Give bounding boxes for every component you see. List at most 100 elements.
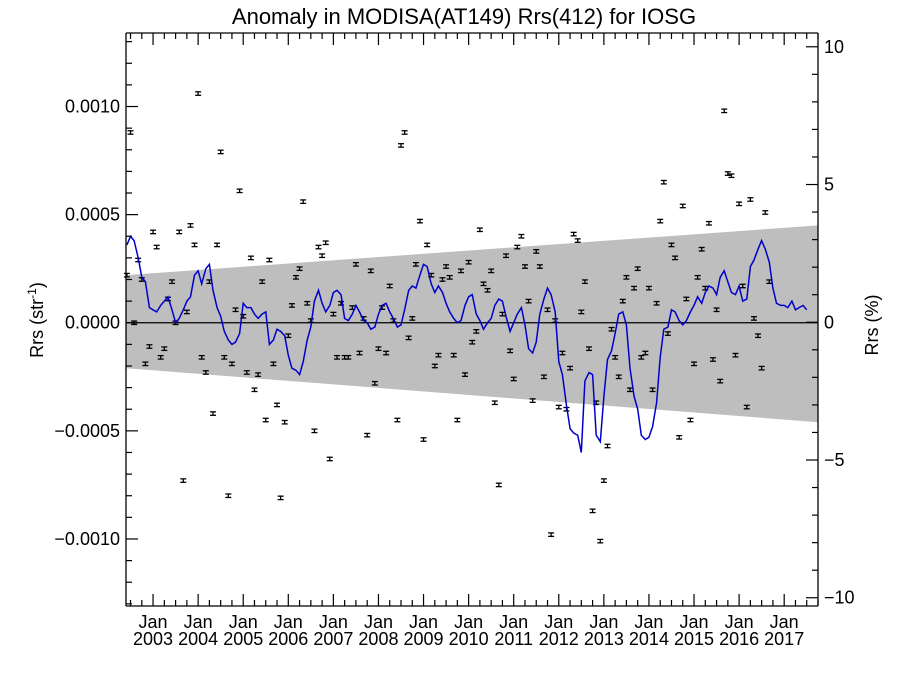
right-tick-label: −10 — [824, 588, 855, 608]
data-point — [480, 281, 487, 287]
data-point — [300, 199, 307, 205]
data-point — [615, 374, 622, 380]
data-point — [762, 210, 769, 215]
data-point — [401, 130, 408, 135]
right-axis-title: Rrs (%) — [862, 295, 882, 356]
data-point — [529, 398, 536, 403]
data-point — [736, 201, 743, 207]
uncertainty-band — [126, 225, 818, 423]
data-point — [721, 108, 728, 114]
left-axis-title: Rrs (str-1) — [25, 282, 47, 358]
data-point — [409, 316, 416, 321]
x-tick-month-label: Jan — [725, 612, 754, 632]
data-point — [168, 279, 175, 285]
data-point — [683, 296, 690, 302]
data-point — [604, 443, 611, 449]
data-point — [315, 244, 322, 250]
data-points-layer — [123, 91, 773, 544]
data-point — [330, 311, 337, 317]
data-point — [431, 363, 438, 369]
x-tick-year-label: 2009 — [404, 629, 444, 649]
data-point — [274, 402, 281, 408]
data-point — [559, 350, 566, 356]
data-point — [698, 246, 705, 252]
x-tick-year-label: 2010 — [449, 629, 489, 649]
data-point — [578, 309, 585, 315]
data-point — [510, 376, 517, 382]
data-point — [664, 331, 671, 336]
data-point — [247, 255, 254, 261]
data-point — [333, 354, 340, 360]
data-point — [649, 387, 656, 393]
x-tick-year-label: 2014 — [629, 629, 669, 649]
data-point — [454, 417, 461, 423]
data-point — [507, 348, 514, 354]
data-point — [739, 283, 746, 289]
x-tick-year-label: 2012 — [539, 629, 579, 649]
data-point — [732, 352, 739, 358]
data-point — [180, 478, 187, 483]
left-tick-label: 0.0000 — [65, 313, 120, 333]
data-point — [228, 361, 235, 367]
data-point — [446, 274, 453, 280]
data-point — [266, 257, 273, 263]
data-point — [755, 333, 762, 339]
data-point — [687, 417, 694, 423]
data-point — [608, 326, 615, 332]
data-point — [255, 372, 262, 378]
x-tick-year-label: 2006 — [268, 629, 308, 649]
data-point — [581, 279, 588, 285]
data-point — [176, 229, 183, 235]
data-point — [127, 130, 134, 135]
data-point — [679, 203, 686, 209]
data-point — [157, 354, 164, 360]
left-tick-label: 0.0005 — [65, 205, 120, 225]
data-point — [623, 274, 630, 280]
data-point — [465, 259, 472, 265]
data-point — [597, 538, 604, 544]
data-point — [694, 274, 701, 280]
data-point — [225, 493, 232, 499]
data-point — [236, 188, 243, 194]
data-point — [262, 417, 269, 423]
running-mean-line — [126, 234, 808, 453]
chart-title: Anomaly in MODISA(AT149) Rrs(412) for IO… — [232, 4, 696, 29]
data-point — [150, 229, 157, 235]
data-point — [600, 478, 607, 483]
data-point — [364, 432, 371, 438]
data-point — [195, 91, 202, 96]
data-point — [142, 361, 149, 367]
data-point — [191, 242, 198, 248]
left-tick-label: −0.0005 — [54, 421, 120, 441]
data-point — [424, 242, 431, 248]
x-tick-month-label: Jan — [409, 612, 438, 632]
left-axis-title-prefix: Rrs (str — [27, 299, 47, 358]
data-point — [416, 218, 423, 224]
data-point — [443, 264, 450, 269]
data-point — [288, 303, 295, 308]
data-point — [371, 380, 378, 386]
x-tick-month-label: Jan — [139, 612, 168, 632]
x-tick-year-label: 2013 — [584, 629, 624, 649]
data-point — [657, 218, 664, 224]
data-point — [473, 329, 480, 334]
x-tick-year-label: 2016 — [719, 629, 759, 649]
x-tick-year-label: 2015 — [674, 629, 714, 649]
data-point — [311, 428, 318, 434]
data-point — [292, 274, 299, 280]
data-point — [612, 354, 619, 360]
x-tick-year-label: 2004 — [178, 629, 218, 649]
data-point — [375, 346, 382, 352]
data-point — [627, 387, 634, 393]
data-point — [232, 307, 239, 313]
data-point — [717, 378, 724, 384]
data-point — [619, 298, 626, 304]
data-point — [198, 354, 205, 360]
data-point — [567, 365, 574, 371]
data-point — [645, 285, 652, 291]
data-point — [540, 374, 547, 380]
data-point — [638, 354, 645, 360]
data-point — [642, 350, 649, 356]
data-point — [536, 264, 543, 269]
